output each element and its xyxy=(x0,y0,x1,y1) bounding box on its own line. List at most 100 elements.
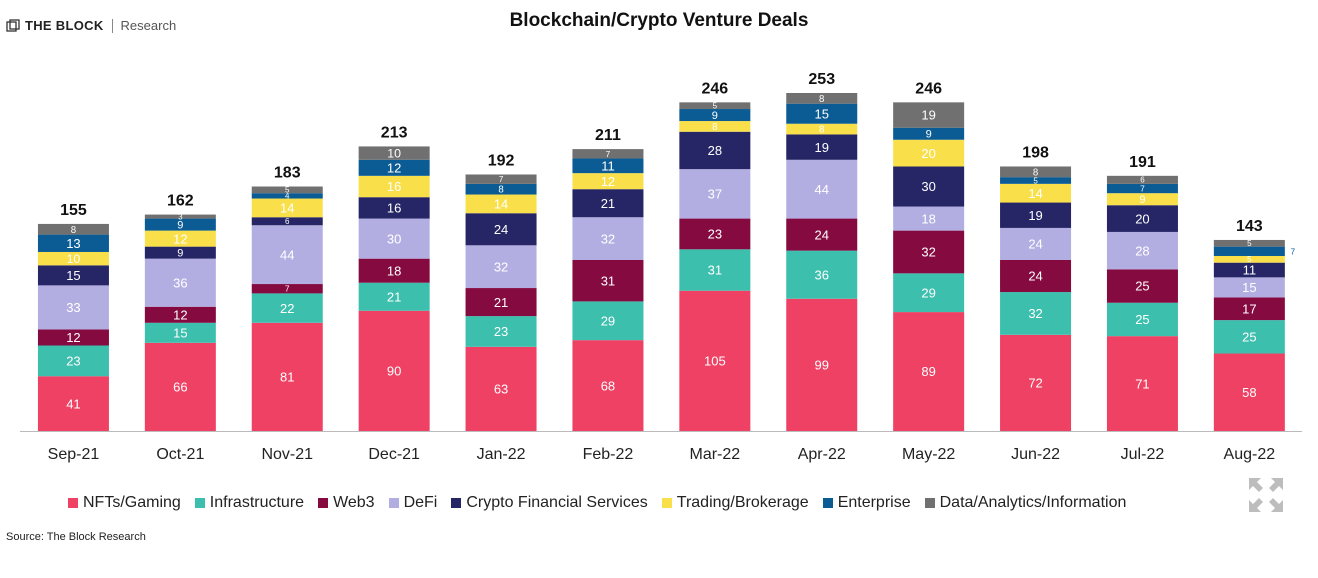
bar-data-label: 9 xyxy=(177,248,183,260)
expand-arrows-icon[interactable] xyxy=(1247,476,1285,514)
cube-logo-icon xyxy=(6,18,20,32)
x-tick-label: Mar-22 xyxy=(690,446,741,463)
bar-segment xyxy=(358,175,430,198)
bar-data-label: 21 xyxy=(494,295,508,310)
bar-segment xyxy=(1000,202,1072,228)
x-tick-label: Oct-21 xyxy=(156,446,204,463)
bar-data-label: 11 xyxy=(1243,263,1257,278)
bar-segment xyxy=(679,169,751,219)
bar-segment xyxy=(786,298,858,431)
bar-segment xyxy=(358,218,430,259)
bar-segment xyxy=(1106,269,1178,303)
bar-data-label: 25 xyxy=(1135,312,1149,327)
bar-segment xyxy=(358,197,430,219)
x-tick-label: Feb-22 xyxy=(583,446,634,463)
bar-segment xyxy=(1213,277,1285,298)
bar-data-label: 14 xyxy=(1028,186,1042,201)
legend-swatch xyxy=(822,498,833,508)
bar-data-label: 9 xyxy=(712,110,718,122)
bar-segment xyxy=(679,102,751,110)
bar-segment xyxy=(465,194,537,214)
bar-data-label: 8 xyxy=(71,225,76,236)
bar-data-label: 105 xyxy=(704,354,726,369)
legend-item: Crypto Financial Services xyxy=(451,494,648,512)
bar-data-label: 25 xyxy=(1242,329,1256,344)
bar-data-label: 19 xyxy=(1028,208,1042,223)
bar-segment xyxy=(1106,336,1178,431)
legend-swatch xyxy=(451,498,462,508)
bar-segment xyxy=(1106,183,1178,194)
bar-total-label: 246 xyxy=(701,80,728,97)
bar-segment xyxy=(251,193,323,199)
bar-segment xyxy=(1213,239,1285,247)
bar-segment xyxy=(572,217,644,260)
legend-swatch xyxy=(924,498,935,508)
bar-segment xyxy=(465,174,537,184)
bar-segment xyxy=(1106,205,1178,232)
bar-segment xyxy=(572,149,644,159)
bar-data-label: 5 xyxy=(1247,239,1252,248)
bar-data-label: 29 xyxy=(601,313,615,328)
bar-data-label: 20 xyxy=(921,146,935,161)
bar-data-label: 41 xyxy=(66,396,80,411)
bar-segment xyxy=(1106,302,1178,337)
legend-label: Data/Analytics/Information xyxy=(939,494,1127,511)
bar-segment xyxy=(251,322,323,431)
bar-data-label: 90 xyxy=(387,364,401,379)
bar-data-label: 7 xyxy=(1140,184,1145,194)
bar-data-label: 32 xyxy=(1028,306,1042,321)
x-tick-label: Jun-22 xyxy=(1011,446,1060,463)
bar-data-label: 31 xyxy=(601,273,615,288)
bar-data-label: 12 xyxy=(173,231,187,246)
bar-total-label: 211 xyxy=(595,127,621,144)
bar-total-label: 162 xyxy=(167,193,194,210)
bar-segment xyxy=(893,206,965,231)
legend-label: Web3 xyxy=(333,494,375,511)
bar-data-label: 21 xyxy=(601,196,615,211)
bar-segment xyxy=(786,103,858,124)
bar-data-label: 24 xyxy=(1028,237,1042,252)
bar-data-label: 15 xyxy=(815,106,829,121)
bar-data-label: 68 xyxy=(601,378,615,393)
x-tick-label: Sep-21 xyxy=(48,446,100,463)
bar-segment xyxy=(1000,166,1072,178)
bar-data-label: 13 xyxy=(66,236,80,251)
legend-item: Trading/Brokerage xyxy=(661,494,809,512)
bar-data-label: 36 xyxy=(815,267,829,282)
bar-segment xyxy=(358,146,430,160)
bar-segment xyxy=(786,92,858,104)
bar-data-label: 15 xyxy=(173,325,187,340)
bar-segment xyxy=(786,123,858,135)
bar-data-label: 58 xyxy=(1242,385,1256,400)
bar-segment xyxy=(1106,175,1178,184)
bar-data-label: 23 xyxy=(708,227,722,242)
bar-data-label: 21 xyxy=(387,289,401,304)
brand-divider xyxy=(111,18,113,33)
bar-data-label: 44 xyxy=(815,182,829,197)
bar-segment xyxy=(251,217,323,226)
bar-data-label: 28 xyxy=(708,143,722,158)
legend-label: DeFi xyxy=(403,494,438,511)
bar-segment xyxy=(893,166,965,207)
legend-label: Enterprise xyxy=(837,494,911,511)
bar-total-label: 253 xyxy=(808,71,835,88)
bar-segment xyxy=(37,329,109,346)
x-tick-label: May-22 xyxy=(902,446,955,463)
bar-data-label: 23 xyxy=(494,324,508,339)
bar-data-label: 25 xyxy=(1135,279,1149,294)
bar-segment xyxy=(572,340,644,431)
stacked-bar-chart: 412312331510138155Sep-216615123691293162… xyxy=(20,71,1302,463)
bar-segment xyxy=(1000,259,1072,293)
bar-data-label: 32 xyxy=(921,245,935,260)
bar-total-label: 191 xyxy=(1129,154,1156,171)
bar-segment xyxy=(37,251,109,266)
x-tick-label: Dec-21 xyxy=(368,446,420,463)
bar-data-label: 72 xyxy=(1028,376,1042,391)
bar-segment xyxy=(679,131,751,170)
legend-swatch xyxy=(194,498,205,508)
bar-data-label: 32 xyxy=(494,259,508,274)
bar-data-label: 9 xyxy=(177,220,183,232)
bar-data-label: 5 xyxy=(1033,176,1038,185)
bar-segment xyxy=(465,213,537,246)
bar-segment xyxy=(1213,353,1285,431)
